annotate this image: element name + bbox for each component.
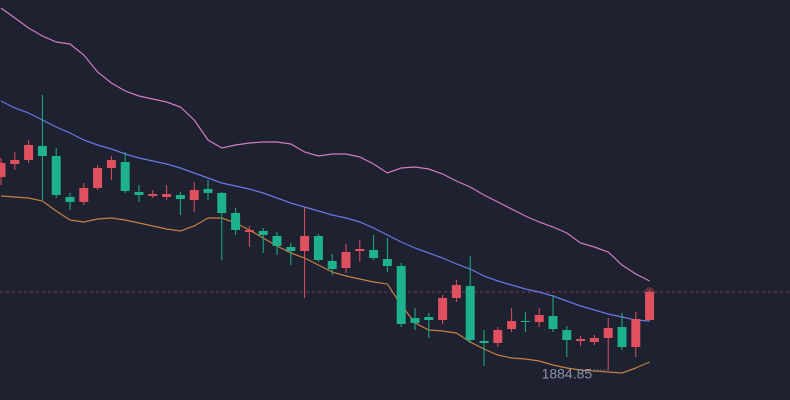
candle-body bbox=[631, 319, 641, 347]
candle-body bbox=[79, 188, 89, 202]
candle-body bbox=[106, 160, 116, 168]
candle-body bbox=[341, 252, 351, 268]
candle-body bbox=[424, 317, 434, 320]
band-line bbox=[0, 195, 650, 374]
candle-body bbox=[465, 286, 475, 340]
candle-body bbox=[120, 162, 130, 191]
candle-body bbox=[382, 259, 392, 266]
candle-body bbox=[396, 266, 406, 324]
candle-body bbox=[410, 318, 420, 323]
candle-body bbox=[217, 193, 227, 213]
candle-body bbox=[507, 321, 517, 329]
candle-body bbox=[51, 156, 61, 195]
candle-body bbox=[231, 213, 241, 230]
candle-body bbox=[327, 261, 337, 269]
candle-body bbox=[37, 146, 47, 156]
candle-body bbox=[617, 327, 627, 347]
candle-body bbox=[576, 339, 586, 341]
candle-body bbox=[175, 195, 185, 199]
candle-body bbox=[534, 315, 544, 322]
candle-body bbox=[189, 190, 199, 200]
candle-body bbox=[548, 316, 558, 329]
candle-body bbox=[645, 292, 655, 320]
candle-body bbox=[148, 194, 158, 196]
candle-body bbox=[369, 250, 379, 258]
candle-body bbox=[65, 197, 75, 202]
candle-body bbox=[313, 236, 323, 260]
candle-body bbox=[286, 247, 296, 251]
candle-body bbox=[0, 163, 6, 177]
low-marker-label: 1884.85 bbox=[542, 366, 593, 382]
candle-body bbox=[93, 168, 103, 188]
band-line bbox=[0, 7, 650, 282]
candle-body bbox=[258, 231, 268, 235]
candle-body bbox=[520, 321, 530, 322]
candle-body bbox=[134, 192, 144, 195]
candle-body bbox=[355, 249, 365, 251]
candle-body bbox=[493, 330, 503, 343]
candle-body bbox=[24, 145, 34, 160]
candle-body bbox=[10, 160, 20, 164]
candle-body bbox=[603, 328, 613, 338]
candle-body bbox=[300, 236, 310, 251]
band-line bbox=[0, 100, 650, 322]
candle-body bbox=[203, 189, 213, 193]
candle-body bbox=[272, 236, 282, 246]
candle-body bbox=[479, 341, 489, 343]
candle-body bbox=[562, 330, 572, 340]
candle-body bbox=[589, 338, 599, 342]
candle-body bbox=[162, 194, 172, 197]
last-price-glow bbox=[644, 287, 655, 297]
candle-body bbox=[438, 298, 448, 320]
candle-body bbox=[244, 230, 254, 232]
candle-body bbox=[451, 285, 461, 298]
